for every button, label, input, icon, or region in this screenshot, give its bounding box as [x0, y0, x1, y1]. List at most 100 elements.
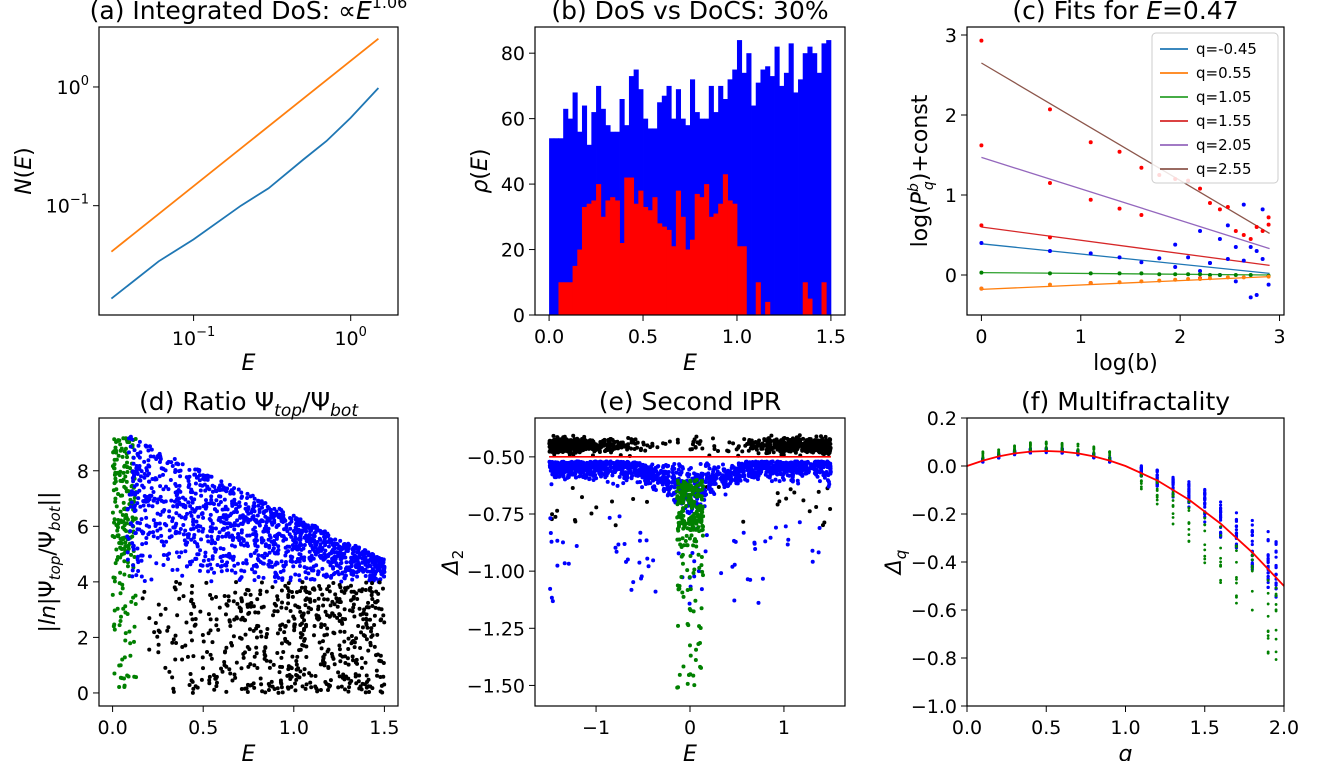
panel-d-point-green: [115, 557, 120, 562]
panel-d-point-black: [240, 615, 245, 620]
panel-d-point-green: [129, 484, 134, 489]
panel-d-point-black: [156, 602, 161, 607]
panel-d-point-blue: [219, 569, 224, 574]
panel-c-point-blue: [1173, 242, 1178, 247]
panel-d-point-blue: [311, 539, 316, 544]
panel-e-point-black: [694, 434, 699, 439]
panel-c-point-blue: [1248, 245, 1253, 249]
panel-d-point-blue: [197, 568, 202, 573]
panel-e-point-green: [701, 573, 706, 578]
panel-e-point-blue: [653, 475, 658, 480]
panel-d-point-blue: [255, 513, 260, 518]
panel-d-point-black: [293, 603, 298, 608]
panel-d-point-blue: [208, 512, 213, 517]
panel-e-point-blue: [676, 467, 681, 472]
panel-c-point-green: [1198, 272, 1203, 277]
panel-d-point-black: [366, 600, 371, 605]
panel-d-point-blue: [288, 526, 293, 531]
panel-e-point-black: [587, 444, 592, 449]
panel-b-bar-docs: [605, 200, 611, 315]
panel-c-point-red: [1266, 222, 1271, 227]
panel-d-point-black: [214, 674, 219, 679]
panel-d-point-blue: [243, 515, 248, 520]
panel-e-point-blue: [663, 463, 668, 468]
panel-d-point-blue: [329, 551, 334, 556]
panel-e-point-blue: [784, 462, 789, 467]
panel-c-point-orange: [1225, 275, 1230, 280]
panel-a-ytick-base: 10: [57, 77, 81, 99]
panel-d-point-black: [246, 664, 251, 669]
panel-e-point-blue: [728, 474, 733, 479]
panel-d-point-black: [322, 597, 327, 602]
panel-d-point-black: [347, 681, 352, 686]
panel-c-fit-line-0: [981, 243, 1270, 275]
panel-d-point-black: [174, 640, 179, 645]
panel-d-point-blue: [125, 507, 130, 512]
panel-a-title: (a) Integrated DoS: ∝E1.06: [90, 0, 408, 25]
panel-e-point-blue: [766, 474, 771, 479]
panel-d-point-blue: [139, 574, 144, 579]
panel-d-point-black: [327, 589, 332, 594]
panel-c-point-blue: [979, 241, 984, 245]
panel-e: (e) Second IPR−1 0 1−0.50−0.75−1.00−1.25−1…: [439, 387, 846, 761]
panel-e-point-blue: [676, 551, 681, 556]
panel-e-point-black: [759, 446, 764, 451]
panel-d-point-blue: [173, 468, 178, 473]
panel-d-point-blue: [201, 504, 206, 509]
panel-d-point-blue: [254, 538, 259, 543]
panel-c-xtick-label: 3: [1273, 326, 1285, 348]
panel-d-point-blue: [161, 487, 166, 492]
panel-e-point-blue: [778, 459, 783, 464]
panel-d-point-black: [325, 597, 330, 602]
panel-d-point-blue: [326, 559, 331, 564]
panel-d-point-blue: [203, 488, 208, 493]
panel-d-point-blue: [264, 523, 269, 528]
panel-d-point-black: [293, 688, 298, 693]
panel-c-point-blue: [1260, 257, 1265, 261]
panel-e-point-blue: [579, 459, 584, 464]
panel-d-point-blue: [201, 515, 206, 520]
panel-d-point-green: [120, 454, 125, 459]
panel-a-title-exp: 1.06: [372, 0, 408, 12]
panel-e-point-blue: [591, 477, 596, 482]
panel-d-point-black: [302, 638, 307, 643]
panel-e-point-black: [594, 505, 599, 510]
panel-d-point-black: [258, 592, 263, 597]
panel-d-point-black: [206, 612, 211, 617]
panel-d-point-black: [231, 634, 236, 639]
panel-c-legend: q=-0.45q=0.55q=1.05q=1.55q=2.05q=2.55: [1151, 32, 1279, 184]
panel-e-point-blue: [775, 459, 780, 464]
panel-b-xtick-label: 1.0: [722, 326, 752, 348]
panel-d-point-blue: [244, 558, 249, 563]
panel-e-point-black: [693, 445, 698, 450]
panel-d-point-black: [183, 643, 188, 648]
panel-d-point-blue: [170, 464, 175, 469]
panel-d-point-black: [364, 605, 369, 610]
panel-d-point-green: [125, 564, 130, 569]
panel-e-point-blue: [783, 468, 788, 473]
panel-d-point-blue: [290, 543, 295, 548]
panel-d-point-green: [113, 496, 118, 501]
panel-d-point-black: [300, 580, 305, 585]
panel-d-point-blue: [161, 543, 166, 548]
panel-d-point-blue: [244, 561, 249, 566]
panel-e-point-black: [632, 446, 637, 451]
panel-d-point-green: [115, 533, 120, 538]
panel-d-point-blue: [132, 474, 137, 479]
panel-d-point-black: [219, 666, 224, 671]
panel-e-point-black: [731, 441, 736, 446]
panel-d-point-blue: [194, 525, 199, 530]
panel-b-bar-dos: [727, 79, 733, 315]
panel-d-point-green: [121, 606, 126, 611]
panel-d-point-blue: [290, 547, 295, 552]
panel-d-ylabel-sub1: top: [46, 556, 64, 581]
panel-c-point-red: [979, 38, 984, 43]
panel-d-point-blue: [363, 573, 368, 578]
panel-d-point-blue: [219, 483, 224, 488]
panel-e-point-black: [813, 443, 818, 448]
panel-d-point-blue: [237, 577, 242, 582]
panel-c-point-orange: [1047, 282, 1052, 287]
panel-d-point-black: [167, 669, 172, 674]
panel-d-point-blue: [267, 543, 272, 548]
panel-d-point-blue: [150, 477, 155, 482]
